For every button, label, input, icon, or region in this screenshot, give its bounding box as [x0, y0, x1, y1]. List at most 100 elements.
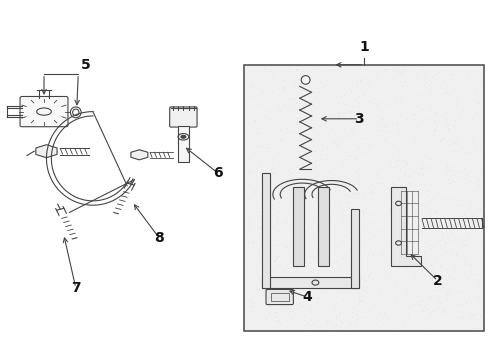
Point: [386, 187, 394, 193]
Point: [290, 204, 298, 210]
Point: [291, 158, 299, 163]
Point: [369, 144, 377, 149]
Point: [412, 76, 420, 82]
Point: [387, 181, 395, 187]
Point: [412, 293, 420, 299]
Text: 4: 4: [302, 290, 311, 304]
Point: [462, 218, 470, 224]
Point: [426, 91, 433, 97]
Point: [456, 302, 464, 308]
Point: [388, 110, 396, 116]
Point: [450, 148, 458, 154]
Point: [307, 112, 315, 118]
Point: [341, 152, 349, 158]
Point: [323, 168, 331, 174]
Point: [464, 171, 471, 177]
Point: [435, 282, 443, 288]
Point: [290, 213, 298, 219]
Point: [363, 135, 370, 140]
Point: [248, 300, 256, 305]
Point: [442, 291, 450, 296]
Point: [333, 241, 341, 247]
Point: [447, 148, 455, 153]
Point: [247, 216, 255, 221]
Point: [299, 303, 307, 309]
Point: [258, 292, 266, 298]
Point: [280, 103, 288, 109]
Point: [457, 302, 465, 307]
Point: [421, 118, 428, 124]
Point: [243, 223, 251, 229]
Point: [320, 253, 327, 259]
Point: [399, 226, 407, 232]
Point: [290, 128, 298, 134]
Point: [346, 108, 354, 114]
Point: [349, 324, 357, 329]
Point: [258, 89, 265, 95]
Point: [408, 168, 416, 174]
Point: [305, 237, 313, 243]
Point: [365, 98, 373, 103]
Point: [388, 211, 396, 217]
Point: [344, 320, 352, 326]
Point: [468, 115, 476, 121]
Point: [341, 147, 348, 153]
Point: [290, 318, 298, 324]
Point: [275, 209, 283, 215]
Point: [428, 132, 436, 138]
Point: [473, 325, 481, 331]
Point: [338, 92, 346, 98]
Point: [286, 170, 294, 176]
Point: [389, 315, 397, 321]
Point: [347, 181, 355, 187]
Point: [408, 228, 416, 233]
Point: [345, 186, 353, 192]
Point: [359, 140, 367, 146]
Point: [274, 228, 282, 234]
Point: [471, 90, 479, 96]
Point: [356, 113, 364, 119]
Point: [412, 79, 420, 85]
Point: [336, 188, 344, 194]
Point: [442, 231, 450, 237]
Point: [302, 263, 310, 269]
Point: [372, 227, 380, 233]
Point: [298, 90, 305, 96]
Point: [259, 286, 266, 292]
Point: [291, 96, 299, 102]
Point: [314, 273, 322, 279]
Point: [420, 83, 428, 89]
Point: [287, 96, 295, 102]
Point: [348, 304, 356, 310]
Point: [453, 253, 461, 258]
Point: [419, 172, 427, 177]
Point: [338, 297, 346, 302]
Point: [337, 210, 345, 216]
Point: [366, 98, 373, 104]
Point: [306, 225, 314, 231]
Point: [393, 131, 401, 137]
Point: [433, 145, 441, 150]
Point: [288, 252, 296, 257]
Point: [425, 156, 433, 162]
Point: [358, 218, 366, 224]
Point: [255, 285, 263, 291]
Point: [451, 101, 459, 107]
Point: [354, 213, 362, 219]
Point: [476, 171, 484, 176]
Point: [247, 303, 255, 309]
Point: [447, 238, 455, 244]
Point: [428, 326, 436, 332]
Point: [300, 121, 308, 127]
Point: [288, 296, 296, 302]
Point: [400, 79, 407, 85]
Point: [275, 227, 283, 233]
Point: [445, 255, 453, 261]
Point: [296, 247, 304, 253]
Point: [387, 143, 395, 149]
Point: [337, 240, 345, 246]
Point: [273, 194, 281, 200]
Point: [446, 298, 453, 303]
Point: [426, 223, 434, 229]
Point: [299, 111, 307, 116]
